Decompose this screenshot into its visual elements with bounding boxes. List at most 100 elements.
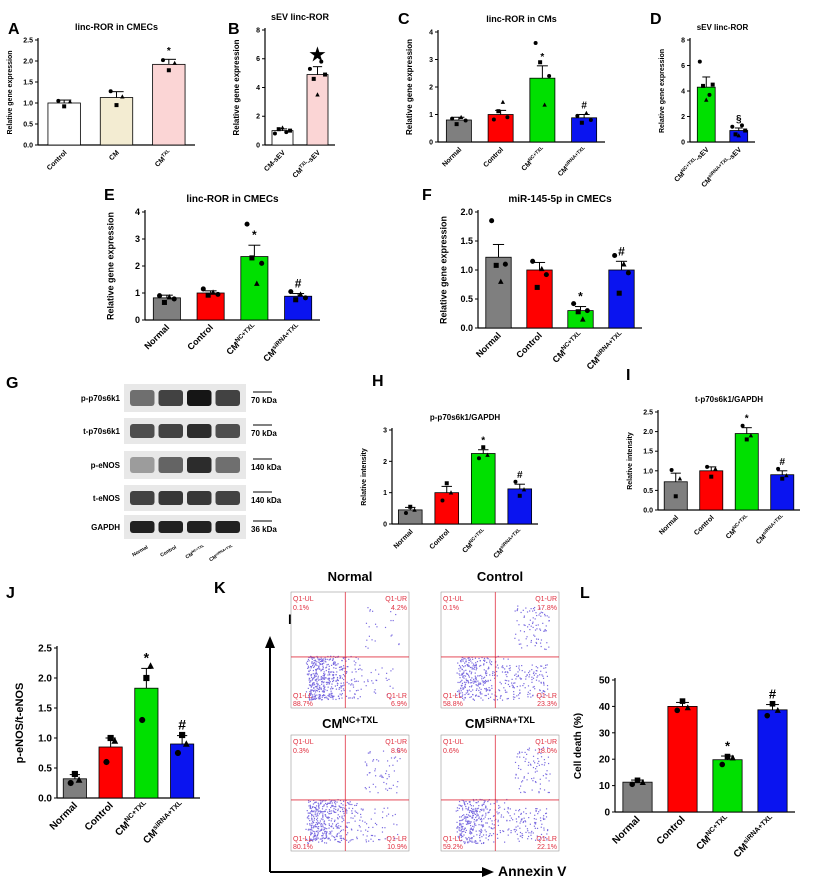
event-dot <box>463 801 465 803</box>
event-dot <box>458 691 460 693</box>
event-dot <box>531 678 533 681</box>
label-superscript: siRNA+TXL <box>594 330 623 359</box>
event-dot <box>311 806 314 809</box>
blot-band <box>215 457 240 473</box>
event-dot <box>465 672 468 674</box>
event-dot <box>376 759 378 761</box>
event-dot <box>469 828 472 830</box>
event-dot <box>313 660 315 662</box>
event-dot <box>308 694 310 696</box>
event-dot <box>539 809 541 811</box>
y-tick-label: 0 <box>256 142 260 149</box>
y-tick-label: 0 <box>681 139 685 146</box>
flow-plot-title: CMsiRNA+TXL <box>465 715 535 731</box>
event-dot <box>533 671 535 673</box>
event-dot <box>539 629 542 631</box>
event-dot <box>535 809 537 812</box>
event-dot <box>328 680 330 682</box>
event-dot <box>311 689 313 691</box>
event-dot <box>318 804 320 807</box>
event-dot <box>334 803 337 805</box>
event-dot <box>317 668 319 670</box>
event-dot <box>371 639 373 641</box>
event-dot <box>507 658 509 660</box>
event-dot <box>532 677 535 679</box>
quadrant-value: 0.1% <box>293 605 309 612</box>
event-dot <box>472 815 474 817</box>
event-dot <box>489 809 491 811</box>
event-dot <box>465 818 467 820</box>
event-dot <box>312 836 315 838</box>
data-point <box>182 740 190 747</box>
event-dot <box>527 696 529 698</box>
x-tick-label: Normal <box>441 146 463 168</box>
event-dot <box>382 750 385 752</box>
event-dot <box>472 809 474 811</box>
event-dot <box>340 685 342 687</box>
event-dot <box>374 623 377 625</box>
lane-label: CMsiRNA+TXL <box>208 543 236 563</box>
event-dot <box>529 812 532 814</box>
event-dot <box>475 807 477 810</box>
event-dot <box>537 638 540 640</box>
event-dot <box>318 688 320 691</box>
label-superscript: NC+TXL <box>234 322 256 344</box>
event-dot <box>533 777 535 779</box>
event-dot <box>361 675 363 677</box>
event-dot <box>348 803 350 805</box>
event-dot <box>314 679 316 681</box>
event-dot <box>486 661 488 664</box>
event-dot <box>527 626 529 628</box>
event-dot <box>325 833 327 835</box>
event-dot <box>346 665 348 668</box>
event-dot <box>390 619 392 622</box>
event-dot <box>490 827 493 830</box>
event-dot <box>317 832 320 834</box>
event-dot <box>479 682 481 684</box>
event-dot <box>351 812 353 814</box>
event-dot <box>344 675 346 677</box>
event-dot <box>326 828 328 830</box>
event-dot <box>382 776 384 779</box>
event-dot <box>323 686 326 688</box>
event-dot <box>324 827 327 829</box>
x-tick-label: CMsiRNA+TXL <box>754 513 787 546</box>
event-dot <box>477 801 479 803</box>
event-dot <box>357 829 359 831</box>
event-dot <box>501 666 503 668</box>
event-dot <box>340 835 342 837</box>
event-dot <box>544 628 546 631</box>
event-dot <box>515 826 517 828</box>
event-dot <box>483 681 486 683</box>
event-dot <box>458 689 460 691</box>
event-dot <box>506 679 508 682</box>
y-tick-label: 1.5 <box>643 449 653 456</box>
quadrant-value: 58.8% <box>443 701 463 708</box>
y-tick-label: 2 <box>429 84 433 91</box>
event-dot <box>469 801 471 803</box>
data-point <box>103 758 110 766</box>
event-dot <box>317 837 319 839</box>
event-dot <box>495 695 498 697</box>
y-tick-label: 4 <box>681 88 685 95</box>
event-dot <box>503 830 505 833</box>
event-dot <box>469 831 471 833</box>
event-dot <box>457 835 459 838</box>
event-dot <box>479 659 481 662</box>
event-dot <box>313 657 315 659</box>
event-dot <box>481 815 483 817</box>
event-dot <box>487 697 490 700</box>
event-dot <box>476 815 478 817</box>
event-dot <box>460 840 462 842</box>
event-dot <box>461 839 463 841</box>
event-dot <box>535 821 537 824</box>
x-tick-label: CMsiRNA+TXL <box>141 799 188 846</box>
event-dot <box>543 630 545 632</box>
event-dot <box>327 817 329 819</box>
event-dot <box>542 817 544 819</box>
event-dot <box>335 811 337 814</box>
event-dot <box>320 660 322 663</box>
data-point <box>673 494 678 499</box>
event-dot <box>523 817 525 819</box>
